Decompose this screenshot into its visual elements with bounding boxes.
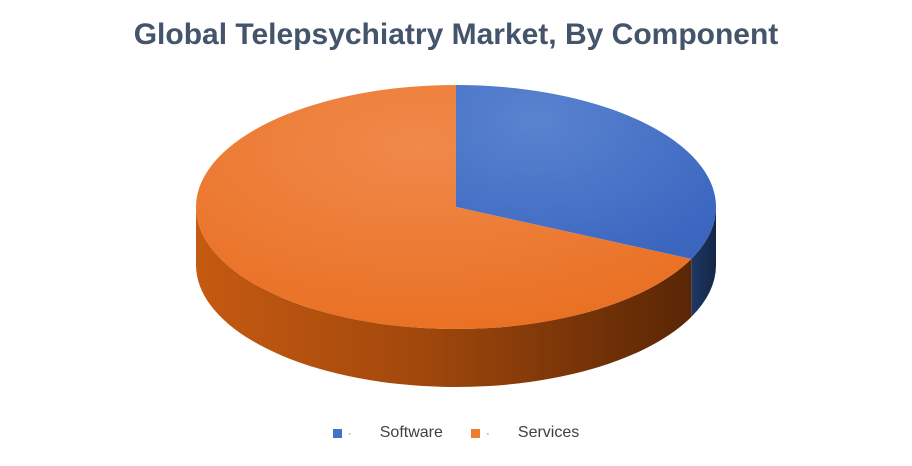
legend-item-software: · Software [332,424,443,442]
legend: · Software · Services [0,424,912,442]
legend-swatch-software [332,428,342,438]
legend-bullet: · [347,426,352,440]
legend-label-services: Services [517,424,580,441]
legend-label-software: Software [379,424,443,441]
legend-swatch-services [470,428,480,438]
pie-side-services [196,207,692,387]
legend-item-services: · Services [470,424,580,442]
pie-slice-services [195,85,692,329]
chart-title: Global Telepsychiatry Market, By Compone… [133,18,779,51]
pie-slice-software [456,85,716,259]
legend-bullet: · [485,426,490,440]
pie-side-software [691,207,716,317]
